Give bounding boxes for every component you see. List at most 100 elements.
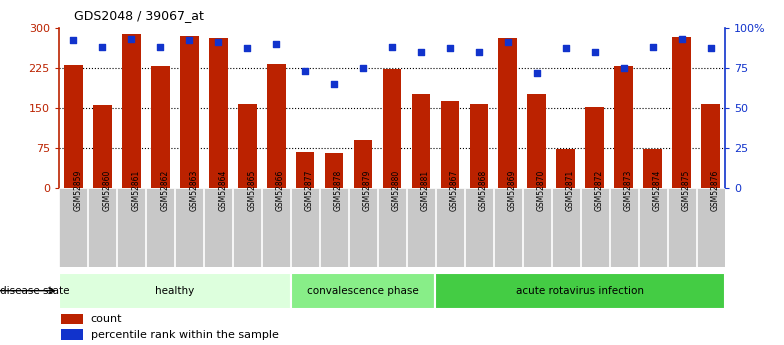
Point	[705, 46, 717, 51]
Text: GSM52875: GSM52875	[682, 170, 691, 211]
Point	[531, 70, 543, 75]
FancyBboxPatch shape	[668, 188, 695, 267]
Point	[589, 49, 601, 55]
Text: GSM52865: GSM52865	[247, 170, 256, 211]
Text: GSM52872: GSM52872	[595, 170, 604, 211]
Bar	[441, 101, 459, 188]
FancyBboxPatch shape	[610, 188, 637, 267]
Bar	[673, 37, 691, 188]
Bar	[296, 152, 314, 188]
Text: GSM52880: GSM52880	[392, 170, 401, 211]
Bar	[702, 104, 720, 188]
Point	[415, 49, 427, 55]
FancyBboxPatch shape	[494, 188, 522, 267]
Text: count: count	[91, 314, 122, 324]
Text: GSM52866: GSM52866	[276, 170, 285, 211]
FancyBboxPatch shape	[436, 188, 464, 267]
Text: GSM52873: GSM52873	[624, 170, 633, 211]
FancyBboxPatch shape	[349, 188, 377, 267]
Point	[125, 36, 137, 42]
Point	[473, 49, 485, 55]
Bar	[644, 149, 662, 188]
Bar	[64, 65, 82, 188]
Point	[357, 65, 369, 70]
Text: GSM52874: GSM52874	[653, 170, 662, 211]
Bar	[209, 38, 227, 188]
Bar	[267, 64, 285, 188]
Text: GSM52864: GSM52864	[218, 170, 227, 211]
Point	[270, 41, 282, 46]
Text: GSM52860: GSM52860	[102, 170, 111, 211]
Point	[154, 44, 166, 50]
FancyBboxPatch shape	[60, 188, 87, 267]
Text: GSM52867: GSM52867	[450, 170, 459, 211]
Text: GSM52879: GSM52879	[363, 170, 372, 211]
Point	[96, 44, 108, 50]
Bar	[412, 95, 430, 188]
Bar	[586, 107, 604, 188]
Point	[560, 46, 572, 51]
Bar	[354, 140, 372, 188]
FancyBboxPatch shape	[262, 188, 290, 267]
Point	[502, 39, 514, 45]
Text: GSM52870: GSM52870	[537, 170, 546, 211]
Bar	[61, 314, 83, 324]
FancyBboxPatch shape	[291, 273, 435, 308]
FancyBboxPatch shape	[639, 188, 666, 267]
Bar	[93, 105, 111, 188]
Bar	[180, 36, 198, 188]
FancyBboxPatch shape	[435, 273, 725, 308]
Bar	[615, 66, 633, 188]
Point	[183, 38, 195, 43]
Text: acute rotavirus infection: acute rotavirus infection	[517, 286, 644, 296]
FancyBboxPatch shape	[465, 188, 493, 267]
Point	[444, 46, 456, 51]
Bar	[470, 104, 488, 188]
Bar	[151, 66, 169, 188]
Text: percentile rank within the sample: percentile rank within the sample	[91, 330, 278, 340]
FancyBboxPatch shape	[205, 188, 232, 267]
FancyBboxPatch shape	[320, 188, 348, 267]
Bar	[557, 149, 575, 188]
Text: GSM52869: GSM52869	[508, 170, 517, 211]
Point	[328, 81, 340, 87]
Point	[299, 68, 311, 74]
Bar	[122, 34, 140, 188]
Bar	[528, 95, 546, 188]
Text: GSM52871: GSM52871	[566, 170, 575, 211]
Text: GDS2048 / 39067_at: GDS2048 / 39067_at	[74, 9, 205, 22]
Text: GSM52859: GSM52859	[73, 170, 82, 211]
Bar	[499, 38, 517, 188]
FancyBboxPatch shape	[176, 188, 203, 267]
FancyBboxPatch shape	[552, 188, 579, 267]
Bar	[325, 153, 343, 188]
Text: convalescence phase: convalescence phase	[307, 286, 419, 296]
FancyBboxPatch shape	[233, 188, 261, 267]
FancyBboxPatch shape	[147, 188, 174, 267]
Bar	[383, 69, 401, 188]
Text: GSM52877: GSM52877	[305, 170, 314, 211]
Text: GSM52878: GSM52878	[334, 170, 343, 211]
Point	[67, 38, 79, 43]
FancyBboxPatch shape	[118, 188, 145, 267]
Bar	[61, 329, 83, 340]
Point	[386, 44, 398, 50]
FancyBboxPatch shape	[291, 188, 319, 267]
Text: GSM52863: GSM52863	[189, 170, 198, 211]
FancyBboxPatch shape	[89, 188, 116, 267]
Point	[618, 65, 630, 70]
FancyBboxPatch shape	[523, 188, 551, 267]
Bar	[238, 104, 256, 188]
Text: disease state: disease state	[0, 286, 70, 296]
FancyBboxPatch shape	[378, 188, 406, 267]
FancyBboxPatch shape	[581, 188, 608, 267]
FancyBboxPatch shape	[59, 273, 291, 308]
Text: GSM52876: GSM52876	[711, 170, 720, 211]
Text: GSM52881: GSM52881	[421, 170, 430, 211]
FancyBboxPatch shape	[407, 188, 435, 267]
Point	[647, 44, 659, 50]
Text: GSM52862: GSM52862	[160, 170, 169, 211]
Text: GSM52861: GSM52861	[131, 170, 140, 211]
Point	[676, 36, 688, 42]
Point	[241, 46, 253, 51]
